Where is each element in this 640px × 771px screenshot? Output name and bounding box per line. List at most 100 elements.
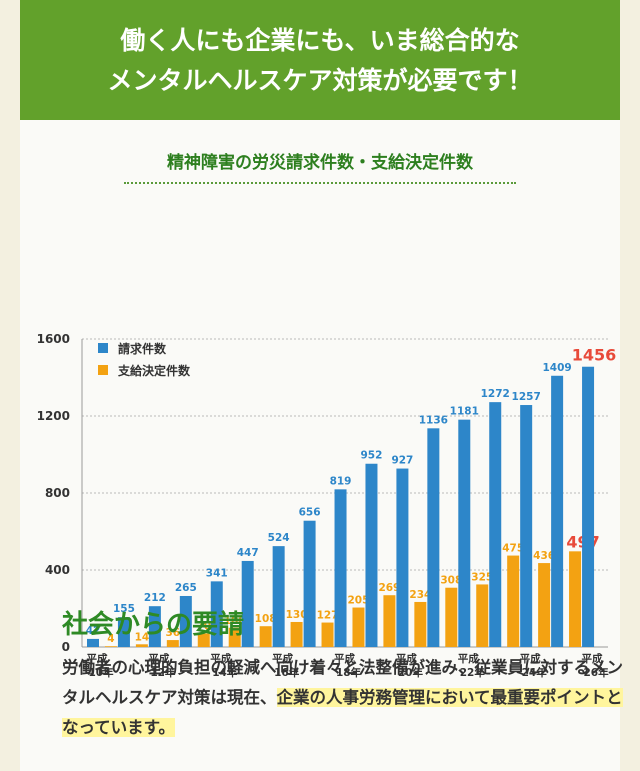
y-tick-label: 800 [45, 486, 70, 500]
banner-line-2: メンタルヘルスケア対策が必要です！ [107, 66, 533, 95]
bar-value-label: 1136 [419, 414, 448, 426]
bar-value-label: 212 [144, 592, 166, 604]
header-banner: 働く人にも企業にも、いま総合的な メンタルヘルスケア対策が必要です！ [20, 0, 620, 120]
bar-9 [365, 463, 378, 647]
x-tick-label: 平成 [520, 652, 541, 665]
bar-value-label: 130 [286, 609, 308, 621]
bar-value-label: 155 [113, 603, 135, 615]
bar-0 [87, 638, 99, 647]
bar-5 [241, 560, 254, 647]
legend-label: 支給決定件数 [117, 363, 191, 378]
x-tick-label: 平成 [582, 652, 603, 665]
bar-2 [148, 606, 161, 647]
bar-value-label: 1456 [572, 346, 617, 365]
x-tick-label: 20年 [398, 666, 424, 679]
title-underline [124, 182, 516, 184]
bar-3 [179, 595, 192, 647]
x-tick-label: 14年 [212, 666, 238, 679]
bar-value-label: 1181 [450, 406, 479, 418]
bar-value-label: 656 [299, 507, 321, 519]
bar-13 [489, 402, 502, 647]
bar-7 [321, 622, 334, 647]
y-tick-label: 1200 [37, 409, 70, 423]
bar-value-label: 436 [533, 550, 555, 562]
bar-value-label: 234 [409, 589, 431, 601]
x-tick-label: 16年 [274, 666, 300, 679]
y-tick-label: 400 [45, 563, 70, 577]
bar-11 [445, 587, 458, 647]
x-tick-label: 平成 [210, 652, 231, 665]
legend-label: 請求件数 [118, 341, 167, 356]
legend-swatch [98, 365, 108, 375]
banner-line-1: 働く人にも企業にも、いま総合的な [120, 26, 520, 55]
bar-14 [520, 405, 533, 647]
x-tick-label: 18年 [336, 666, 362, 679]
legend-swatch [98, 343, 108, 353]
y-tick-label: 0 [62, 640, 70, 654]
bar-value-label: 265 [175, 582, 197, 594]
bar-0 [104, 646, 117, 647]
bar-value-label: 42 [86, 625, 101, 637]
bar-4 [210, 581, 223, 647]
bar-value-label: 205 [348, 595, 370, 607]
bar-value-label: 269 [378, 582, 400, 594]
x-tick-label: 平成 [334, 652, 355, 665]
bar-14 [538, 563, 551, 647]
x-tick-label: 24年 [522, 666, 548, 679]
content-card: 精神障害の労災請求件数・支給決定件数 0 400 800 1200 1600 42 4 155… [20, 120, 623, 771]
x-tick-label: 10年 [88, 666, 114, 679]
bar-value-label: 308 [440, 575, 462, 587]
bar-8 [352, 607, 365, 647]
bar-value-label: 14 [135, 631, 150, 643]
bar-value-label: 341 [206, 567, 228, 579]
bar-value-label: 4 [107, 633, 114, 645]
bar-6 [272, 546, 285, 647]
bar-10 [396, 468, 409, 647]
x-tick-label: 平成 [148, 652, 169, 665]
bar-15 [569, 551, 582, 647]
bar-2 [166, 640, 179, 647]
x-tick-label: 平成 [87, 652, 108, 665]
x-tick-label: 平成 [458, 652, 479, 665]
section-body-text: 労働者の心理的負担の軽減へ向け着々と法整備が進み、従業員に対するメンタルヘルスケ… [62, 653, 632, 743]
bar-11 [427, 428, 440, 647]
bar-value-label: 819 [330, 475, 352, 487]
bar-value-label: 36 [166, 627, 181, 639]
chart-title: 精神障害の労災請求件数・支給決定件数 [167, 153, 473, 173]
body-text-part1: 労働者の心理的負担の軽減へ向け着々と法整備が進み、従業員に対するメンタルヘルスケ… [62, 658, 623, 707]
x-tick-label: 平成 [272, 652, 293, 665]
x-tick-label: 12年 [150, 666, 176, 679]
y-tick-label: 1600 [37, 332, 70, 346]
bar-12 [458, 419, 471, 647]
bar-3 [197, 633, 210, 647]
bar-chart: 0 400 800 1200 1600 42 4 155 14 212 36 265 70 341 100 4… [37, 332, 617, 679]
bar-15 [551, 375, 564, 647]
bar-value-label: 127 [317, 610, 339, 622]
bar-value-label: 524 [268, 532, 290, 544]
bar-5 [259, 626, 272, 647]
bar-9 [383, 595, 396, 647]
bar-7 [303, 520, 316, 647]
bar-value-label: 447 [237, 547, 259, 559]
bar-8 [334, 489, 347, 647]
bar-value-label: 1272 [481, 388, 510, 400]
bar-1 [117, 617, 130, 647]
bar-16 [582, 366, 595, 647]
bar-value-label: 1257 [512, 391, 541, 403]
bar-value-label: 100 [224, 615, 246, 627]
bar-10 [414, 601, 427, 647]
bar-value-label: 325 [471, 571, 493, 583]
bar-12 [476, 584, 489, 647]
bar-value-label: 108 [255, 613, 277, 625]
bar-value-label: 475 [502, 543, 524, 555]
bar-1 [135, 644, 148, 647]
section-title: 社会からの要請 [62, 610, 245, 640]
bar-4 [228, 627, 241, 647]
x-tick-label: 平成 [396, 652, 417, 665]
bar-13 [507, 555, 520, 647]
bar-value-label: 1409 [543, 362, 572, 374]
x-tick-label: 22年 [460, 666, 486, 679]
bar-value-label: 927 [391, 455, 413, 467]
bar-value-label: 952 [361, 450, 383, 462]
x-tick-label: 26年 [583, 666, 609, 679]
